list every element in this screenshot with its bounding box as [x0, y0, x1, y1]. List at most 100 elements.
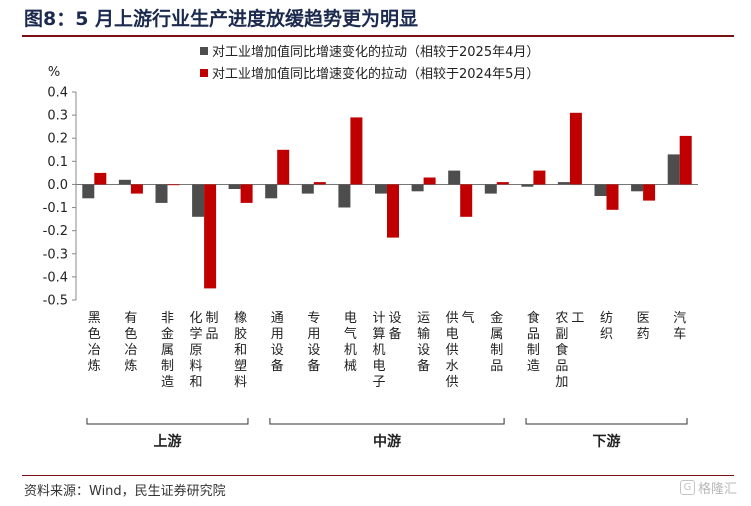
x-tick-label: 制	[490, 343, 503, 358]
bar-vs-2025-04	[265, 184, 278, 199]
x-tick-label: 电	[372, 359, 385, 374]
bar-vs-2024-05	[679, 135, 692, 185]
x-tick-label: 电	[344, 311, 357, 326]
x-tick-label: 橡	[234, 311, 247, 326]
x-tick-label: 械	[344, 359, 357, 374]
x-tick-label: 车	[673, 326, 686, 342]
bar-vs-2024-05	[240, 184, 253, 203]
x-tick-label: 炼	[124, 359, 137, 374]
x-tick-label: 品	[555, 359, 568, 374]
bar-vs-2025-04	[228, 184, 241, 189]
x-tick-label: 炼	[88, 359, 101, 374]
bar-vs-2025-04	[594, 184, 607, 196]
bar-vs-2024-05	[130, 184, 143, 194]
x-tick-label: 料	[234, 375, 247, 390]
watermark-text: 格隆汇	[698, 482, 738, 497]
bar-vs-2024-05	[387, 184, 399, 238]
x-tick-label: 算	[372, 327, 385, 342]
bar-vs-2025-04	[448, 170, 461, 185]
x-tick-label: 气	[344, 326, 357, 342]
bar-vs-2025-04	[521, 184, 534, 187]
x-tick-label: 品	[490, 359, 503, 374]
bar-chart: 对工业增加值同比增速变化的拉动（相较于2025年4月） 对工业增加值同比增速变化的…	[43, 44, 698, 450]
bar-vs-2025-04	[631, 184, 644, 192]
y-unit-label: %	[48, 65, 60, 80]
bar-vs-2025-04	[667, 154, 680, 185]
x-tick-label: 属	[490, 327, 503, 342]
y-tick-label: -0.4	[43, 270, 68, 285]
x-tick-label: 备	[388, 326, 401, 342]
bar-series	[82, 112, 692, 289]
x-tick-label: 食	[555, 342, 568, 358]
x-tick-label: 设	[307, 343, 320, 358]
x-tick-label: 黑	[88, 311, 101, 326]
x-tick-label: 子	[372, 375, 385, 390]
watermark-logo-icon: G	[680, 480, 695, 495]
x-tick-label: 化	[190, 311, 203, 326]
bar-vs-2025-04	[557, 182, 570, 185]
legend-swatch	[200, 69, 208, 77]
bar-vs-2024-05	[277, 149, 290, 185]
bar-vs-2025-04	[411, 184, 424, 192]
x-tick-label: 原	[190, 343, 203, 358]
x-tick-label: 加	[555, 375, 568, 390]
x-tick-label: 造	[527, 359, 540, 374]
title-divider	[22, 35, 734, 37]
group-label: 下游	[593, 433, 621, 450]
bar-vs-2024-05	[313, 182, 326, 185]
group-bracket	[525, 418, 688, 425]
x-tick-label: 属	[161, 343, 174, 358]
x-tick-label: 冶	[88, 343, 101, 358]
legend-label: 对工业增加值同比增速变化的拉动（相较于2024年5月）	[212, 66, 539, 82]
x-tick-label: 电	[446, 327, 459, 342]
x-axis: 黑色冶炼有色冶炼非金属制造化学原料和制品橡胶和塑料通用设备专用设备电气机械计算机…	[88, 310, 686, 390]
bar-vs-2024-05	[533, 170, 546, 185]
x-tick-label: 药	[637, 327, 650, 342]
bar-vs-2025-04	[375, 184, 387, 194]
x-tick-label: 学	[190, 326, 203, 342]
x-tick-label: 金	[161, 326, 174, 342]
source-divider	[22, 475, 734, 476]
x-tick-label: 汽	[673, 311, 686, 326]
x-tick-label: 制	[527, 343, 540, 358]
bar-vs-2024-05	[643, 184, 656, 201]
figure-title: 图8：5 月上游行业生产进度放缓趋势更为明显	[24, 8, 419, 30]
x-tick-label: 备	[417, 358, 430, 374]
x-tick-label: 水	[446, 359, 459, 374]
x-tick-label: 食	[527, 310, 540, 326]
y-tick-label: -0.5	[43, 294, 68, 309]
x-tick-label: 工	[571, 311, 584, 326]
bar-vs-2025-04	[338, 184, 351, 208]
x-tick-label: 色	[124, 326, 137, 342]
chart-legend: 对工业增加值同比增速变化的拉动（相较于2025年4月） 对工业增加值同比增速变化的…	[200, 44, 539, 82]
bar-vs-2025-04	[192, 184, 205, 217]
x-tick-label: 计	[372, 311, 385, 326]
x-tick-label: 供	[446, 343, 459, 358]
bar-vs-2024-05	[460, 184, 473, 217]
legend-swatch	[200, 47, 208, 55]
bar-vs-2024-05	[167, 184, 180, 186]
bar-vs-2024-05	[606, 184, 619, 210]
x-tick-label: 色	[88, 326, 101, 342]
y-tick-label: -0.2	[43, 224, 68, 239]
y-tick-label: 0.4	[47, 86, 68, 101]
y-tick-label: 0.2	[47, 132, 68, 147]
x-tick-label: 备	[307, 358, 320, 374]
x-tick-label: 制	[161, 359, 174, 374]
x-tick-label: 医	[637, 311, 650, 326]
y-tick-label: 0.0	[47, 178, 68, 193]
group-label: 中游	[373, 433, 401, 450]
x-tick-label: 造	[161, 375, 174, 390]
x-tick-label: 输	[417, 326, 430, 342]
x-tick-label: 有	[124, 311, 137, 326]
x-tick-label: 用	[307, 327, 320, 342]
x-tick-label: 制	[206, 311, 219, 326]
x-tick-label: 机	[344, 343, 357, 358]
x-tick-label: 冶	[124, 343, 137, 358]
x-tick-label: 品	[527, 327, 540, 342]
x-tick-label: 设	[417, 343, 430, 358]
x-tick-label: 气	[462, 310, 475, 326]
source-note: 资料来源：Wind，民生证券研究院	[24, 484, 226, 499]
x-tick-label: 料	[190, 359, 203, 374]
legend-label: 对工业增加值同比增速变化的拉动（相较于2025年4月）	[212, 44, 539, 60]
